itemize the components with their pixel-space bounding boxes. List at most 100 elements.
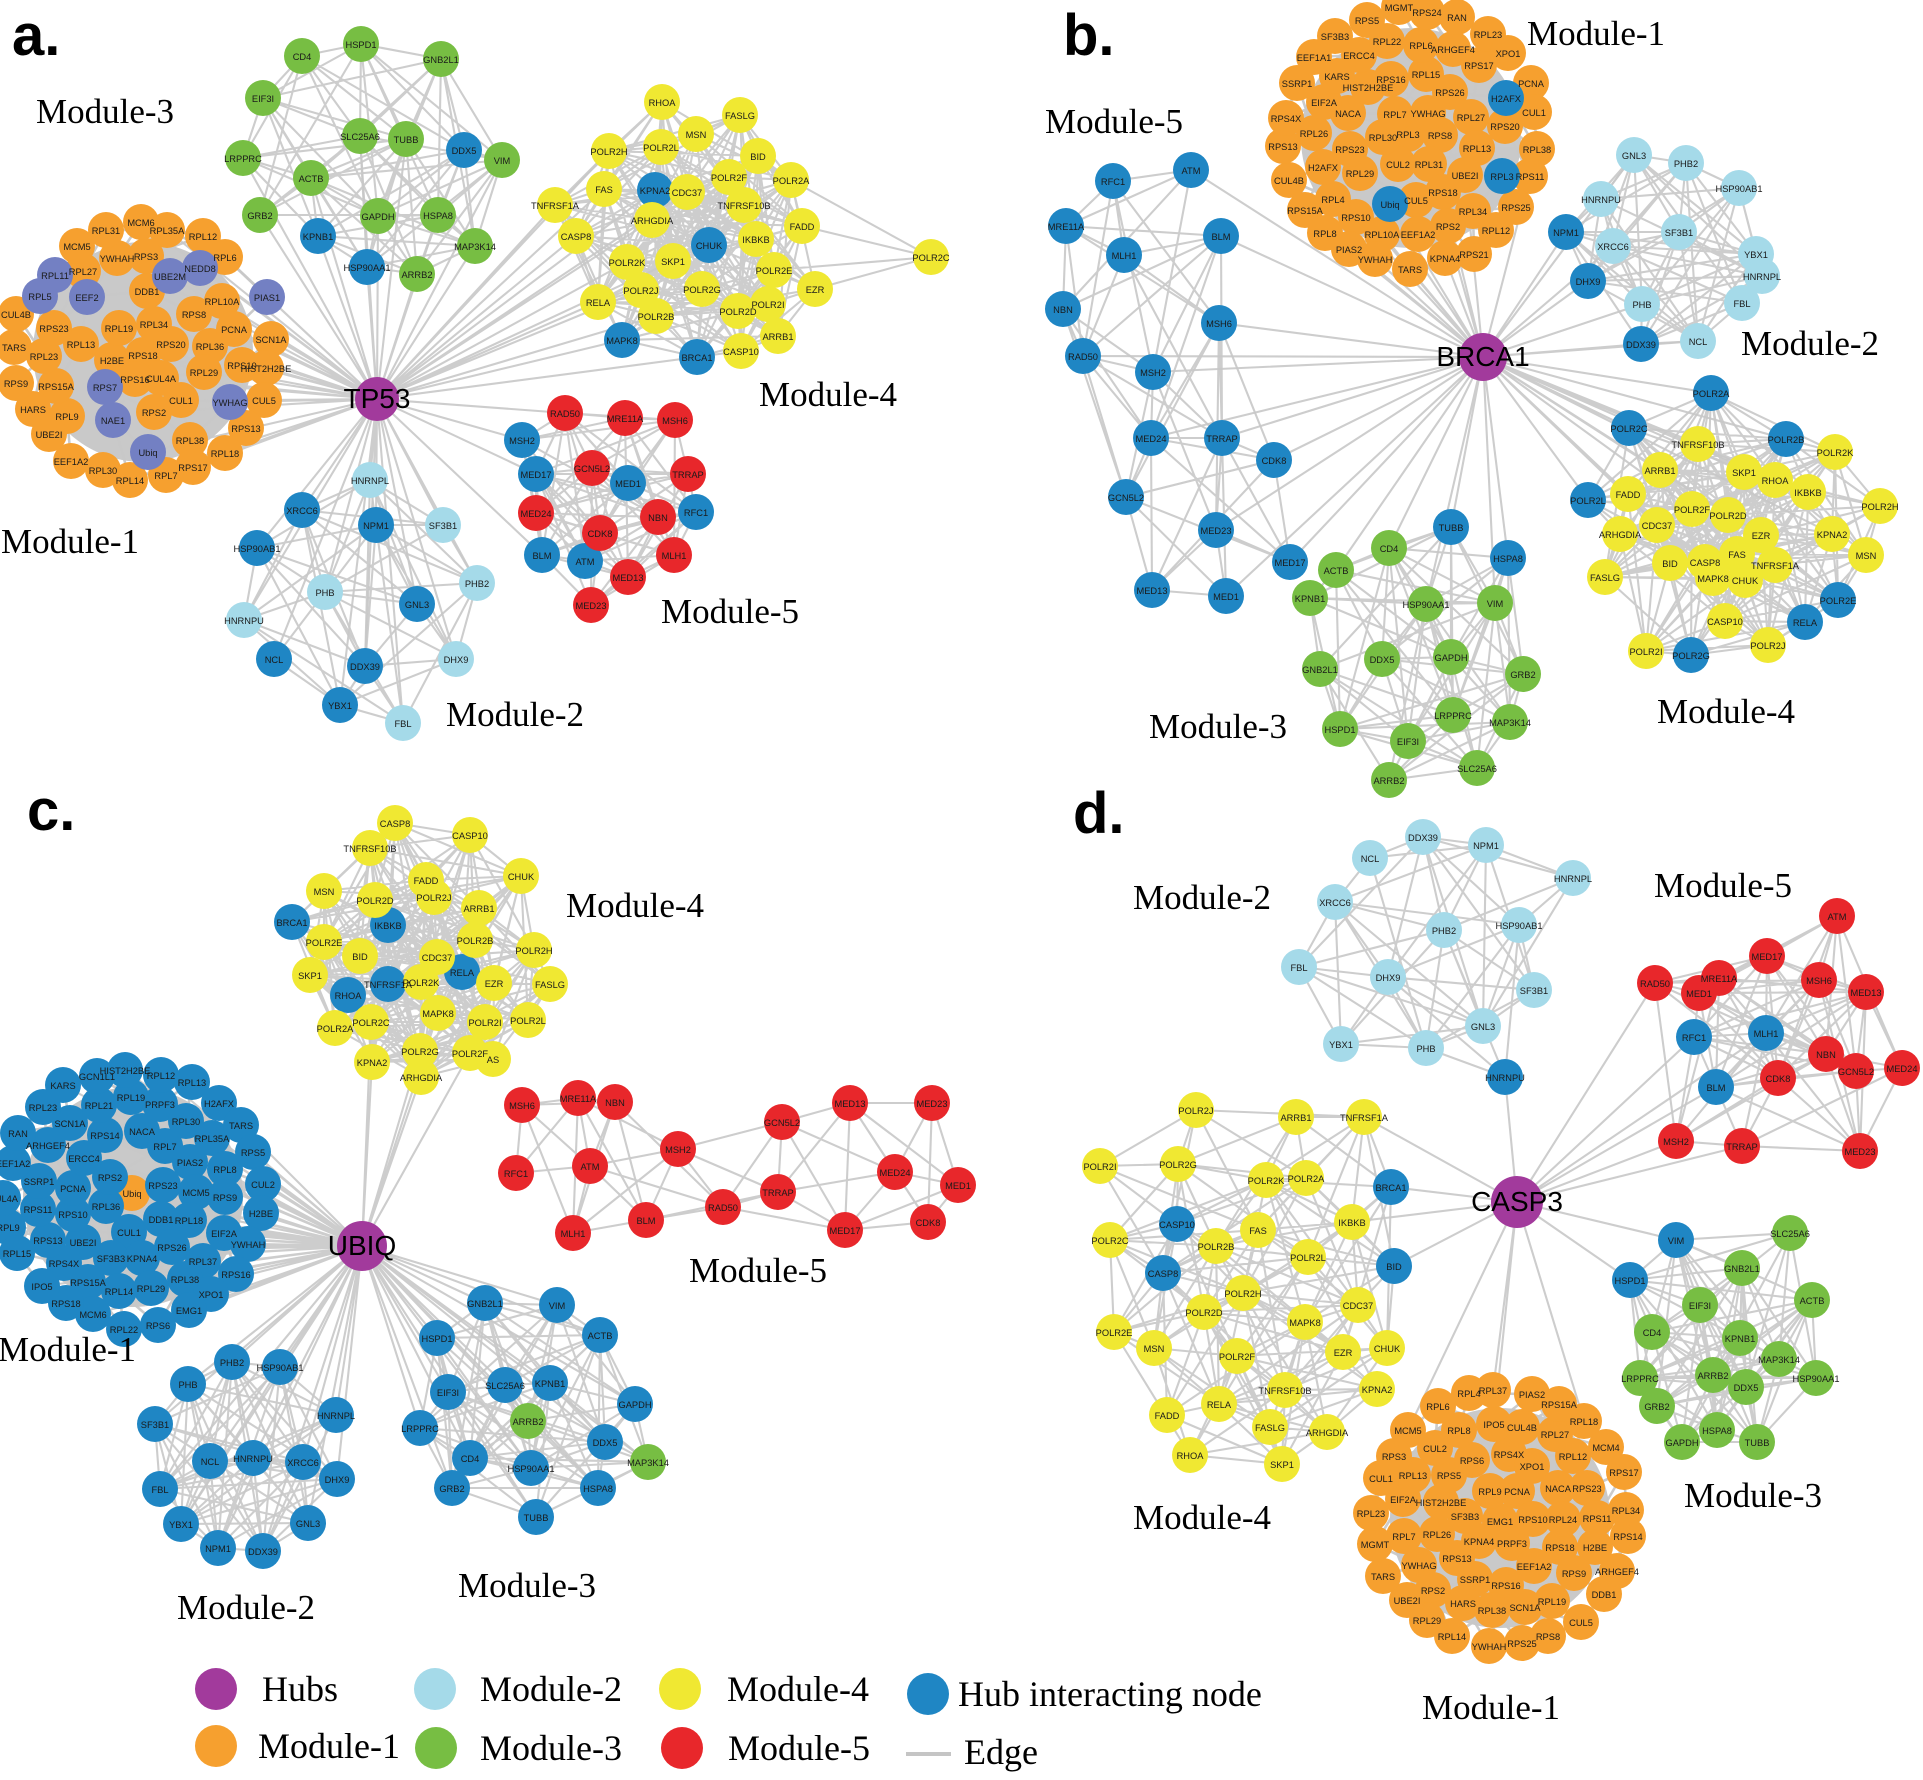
svg-text:GRB2: GRB2	[439, 1484, 464, 1494]
svg-text:FASLG: FASLG	[535, 980, 565, 990]
svg-text:CASP10: CASP10	[1707, 617, 1743, 627]
svg-text:ACTB: ACTB	[588, 1331, 613, 1341]
svg-text:MED24: MED24	[1135, 434, 1166, 444]
svg-text:RPL10A: RPL10A	[205, 297, 240, 307]
svg-text:RPL22: RPL22	[1373, 37, 1401, 47]
svg-text:KPNA2: KPNA2	[1817, 530, 1848, 540]
svg-text:HARS: HARS	[1450, 1599, 1476, 1609]
svg-text:POLR2E: POLR2E	[756, 266, 793, 276]
svg-text:H2AFX: H2AFX	[1491, 94, 1521, 104]
svg-text:GRB2: GRB2	[1644, 1402, 1669, 1412]
svg-text:POLR2D: POLR2D	[1185, 1308, 1222, 1318]
svg-text:TNFRSF10B: TNFRSF10B	[1671, 440, 1724, 450]
svg-text:CDK8: CDK8	[1262, 456, 1287, 466]
svg-text:CDK8: CDK8	[588, 529, 613, 539]
svg-text:EIF3I: EIF3I	[1397, 737, 1419, 747]
svg-text:CUL1: CUL1	[1522, 108, 1546, 118]
svg-text:RAD50: RAD50	[708, 1203, 738, 1213]
svg-text:RPS23: RPS23	[148, 1181, 177, 1191]
svg-text:NACA: NACA	[1545, 1484, 1572, 1494]
svg-text:POLR2G: POLR2G	[1159, 1160, 1197, 1170]
svg-text:GRB2: GRB2	[1510, 670, 1535, 680]
svg-text:ARRB2: ARRB2	[512, 1417, 543, 1427]
svg-text:ARHGDIA: ARHGDIA	[400, 1073, 443, 1083]
svg-text:BRCA1: BRCA1	[276, 918, 307, 928]
svg-text:RPS17: RPS17	[1464, 61, 1493, 71]
svg-text:XRCC6: XRCC6	[287, 1458, 319, 1468]
svg-text:MED17: MED17	[829, 1226, 860, 1236]
svg-text:RHOA: RHOA	[1177, 1451, 1205, 1461]
svg-text:NPM1: NPM1	[1553, 228, 1579, 238]
svg-text:RPL23: RPL23	[1357, 1509, 1385, 1519]
svg-text:Module-4: Module-4	[759, 375, 897, 414]
svg-text:RPS26: RPS26	[1435, 88, 1464, 98]
svg-text:TUBB: TUBB	[524, 1513, 549, 1523]
svg-text:IKBKB: IKBKB	[742, 235, 769, 245]
svg-text:DHX9: DHX9	[325, 1475, 350, 1485]
svg-text:MED24: MED24	[879, 1168, 910, 1178]
svg-text:XRCC6: XRCC6	[286, 506, 318, 516]
svg-text:CUL1: CUL1	[1369, 1474, 1393, 1484]
svg-text:BLM: BLM	[1211, 232, 1230, 242]
svg-text:RPS20: RPS20	[156, 340, 185, 350]
svg-text:HNRNPU: HNRNPU	[233, 1454, 273, 1464]
svg-text:POLR2I: POLR2I	[1629, 647, 1662, 657]
svg-text:MED1: MED1	[1213, 592, 1239, 602]
svg-text:SSRP1: SSRP1	[24, 1177, 55, 1187]
svg-text:RPS11: RPS11	[1516, 172, 1545, 182]
svg-text:POLR2E: POLR2E	[306, 938, 343, 948]
svg-text:MRE11A: MRE11A	[1701, 974, 1738, 984]
svg-text:ARRB1: ARRB1	[762, 332, 793, 342]
svg-text:RPL4: RPL4	[1457, 1389, 1480, 1399]
svg-text:KPNA2: KPNA2	[640, 186, 671, 196]
svg-text:RPL8: RPL8	[213, 1165, 236, 1175]
svg-text:POLR2H: POLR2H	[1224, 1289, 1261, 1299]
svg-text:RPL14: RPL14	[116, 476, 144, 486]
svg-text:POLR2L: POLR2L	[643, 143, 679, 153]
svg-text:ERCC4: ERCC4	[1343, 51, 1375, 61]
svg-text:Module-1: Module-1	[1422, 1688, 1560, 1727]
svg-text:RPS5: RPS5	[241, 1148, 265, 1158]
svg-text:RPL18: RPL18	[175, 1216, 203, 1226]
svg-text:MSH2: MSH2	[1663, 1137, 1689, 1147]
svg-text:HSPA8: HSPA8	[1702, 1426, 1732, 1436]
svg-text:MLH1: MLH1	[561, 1229, 586, 1239]
svg-text:ARHGDIA: ARHGDIA	[1306, 1428, 1349, 1438]
svg-text:DDX5: DDX5	[1734, 1383, 1759, 1393]
svg-text:SF3B1: SF3B1	[1665, 228, 1693, 238]
svg-text:POLR2J: POLR2J	[1178, 1106, 1213, 1116]
svg-text:MSN: MSN	[314, 887, 335, 897]
svg-text:RPS9: RPS9	[213, 1193, 237, 1203]
svg-text:GNB2L1: GNB2L1	[1302, 665, 1338, 675]
svg-text:ARRB1: ARRB1	[1644, 466, 1675, 476]
svg-text:Module-3: Module-3	[458, 1566, 596, 1605]
svg-text:TNFRSF1A: TNFRSF1A	[364, 980, 413, 990]
svg-text:DDX39: DDX39	[248, 1547, 278, 1557]
svg-text:RPS18: RPS18	[1545, 1543, 1574, 1553]
svg-text:POLR2F: POLR2F	[711, 173, 747, 183]
svg-text:FASLG: FASLG	[725, 111, 755, 121]
svg-text:MSN: MSN	[1144, 1344, 1165, 1354]
svg-text:CHUK: CHUK	[1732, 576, 1759, 586]
svg-text:NBN: NBN	[605, 1098, 625, 1108]
svg-text:CUL2: CUL2	[1386, 160, 1410, 170]
svg-text:RPL21: RPL21	[85, 1101, 113, 1111]
svg-text:UBE2M: UBE2M	[154, 272, 186, 282]
svg-text:b.: b.	[1063, 3, 1115, 68]
svg-text:CUL1: CUL1	[169, 396, 193, 406]
svg-text:SKP1: SKP1	[661, 257, 685, 267]
svg-text:POLR2A: POLR2A	[1288, 1174, 1325, 1184]
svg-text:RPL14: RPL14	[105, 1287, 133, 1297]
svg-text:MRE11A: MRE11A	[560, 1094, 597, 1104]
svg-text:SF3B1: SF3B1	[429, 521, 457, 531]
svg-text:RAN: RAN	[1447, 13, 1467, 23]
svg-text:ERCC4: ERCC4	[68, 1154, 100, 1164]
svg-text:SCN1A: SCN1A	[1509, 1603, 1541, 1613]
svg-text:KPNB1: KPNB1	[1295, 594, 1326, 604]
svg-text:CHUK: CHUK	[696, 241, 723, 251]
svg-text:RPS15A: RPS15A	[70, 1278, 106, 1288]
svg-text:RPL18: RPL18	[1570, 1417, 1598, 1427]
svg-text:RPS2: RPS2	[142, 408, 166, 418]
svg-text:ACTB: ACTB	[1800, 1296, 1825, 1306]
svg-text:RPL37: RPL37	[1479, 1386, 1507, 1396]
